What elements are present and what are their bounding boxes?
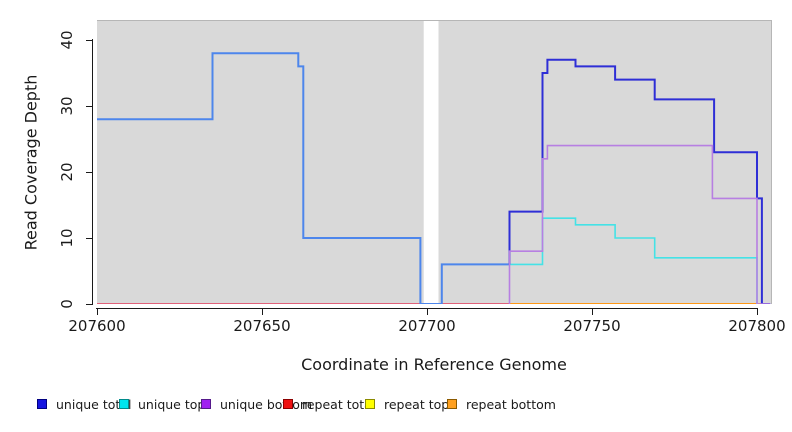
x-tick-label: 207700 bbox=[398, 317, 456, 335]
x-axis-title: Coordinate in Reference Genome bbox=[301, 355, 567, 374]
x-tick-mark bbox=[262, 309, 263, 315]
legend-item-unique-bottom: unique bottom bbox=[201, 397, 312, 412]
legend-swatch-icon bbox=[119, 399, 129, 409]
y-tick-mark bbox=[86, 304, 92, 305]
legend-label: unique top bbox=[138, 396, 206, 412]
y-tick-label: 30 bbox=[58, 96, 76, 116]
series-line-unique-bottom bbox=[508, 144, 771, 304]
legend-swatch-icon bbox=[365, 399, 375, 409]
legend-item-repeat-top: repeat top bbox=[365, 396, 450, 412]
legend-item-unique-total: unique total bbox=[37, 397, 131, 412]
plot-panel bbox=[97, 20, 772, 304]
x-tick-mark bbox=[97, 309, 98, 315]
legend-item-repeat-bottom: repeat bottom bbox=[447, 397, 556, 412]
legend-label: repeat top bbox=[384, 396, 450, 412]
series-line-unique-total bbox=[508, 58, 771, 304]
y-tick-mark bbox=[86, 238, 92, 239]
y-tick-label: 10 bbox=[58, 228, 76, 248]
series-line-unique-top bbox=[509, 217, 758, 304]
y-tick-mark bbox=[86, 172, 92, 173]
legend-label: unique total bbox=[56, 396, 132, 412]
x-tick-mark bbox=[592, 309, 593, 315]
coverage-step-plot bbox=[97, 21, 771, 304]
y-axis-title: Read Coverage Depth bbox=[21, 74, 41, 251]
x-tick-label: 207650 bbox=[233, 317, 291, 335]
chart-legend: unique total unique top unique bottom repea… bbox=[37, 396, 556, 412]
legend-item-unique-top: unique top bbox=[119, 397, 205, 412]
y-tick-label: 20 bbox=[58, 162, 76, 182]
y-tick-label: 40 bbox=[58, 30, 76, 50]
series-line-unique-total bbox=[97, 52, 510, 304]
legend-item-repeat-total: repeat total bbox=[283, 397, 375, 412]
x-tick-label: 207600 bbox=[68, 317, 126, 335]
x-tick-mark bbox=[757, 309, 758, 315]
x-axis-line bbox=[96, 308, 758, 309]
masked-region bbox=[423, 21, 439, 304]
legend-label: repeat total bbox=[302, 396, 376, 412]
legend-swatch-icon bbox=[447, 399, 457, 409]
y-tick-mark bbox=[86, 106, 92, 107]
y-axis-line bbox=[92, 39, 93, 305]
y-tick-label: 0 bbox=[58, 299, 76, 309]
legend-swatch-icon bbox=[37, 399, 47, 409]
legend-swatch-icon bbox=[201, 399, 211, 409]
legend-label: repeat bottom bbox=[466, 396, 556, 412]
x-tick-label: 207750 bbox=[563, 317, 621, 335]
y-tick-mark bbox=[86, 40, 92, 41]
x-tick-mark bbox=[427, 309, 428, 315]
legend-swatch-icon bbox=[283, 399, 293, 409]
x-tick-label: 207800 bbox=[728, 317, 786, 335]
